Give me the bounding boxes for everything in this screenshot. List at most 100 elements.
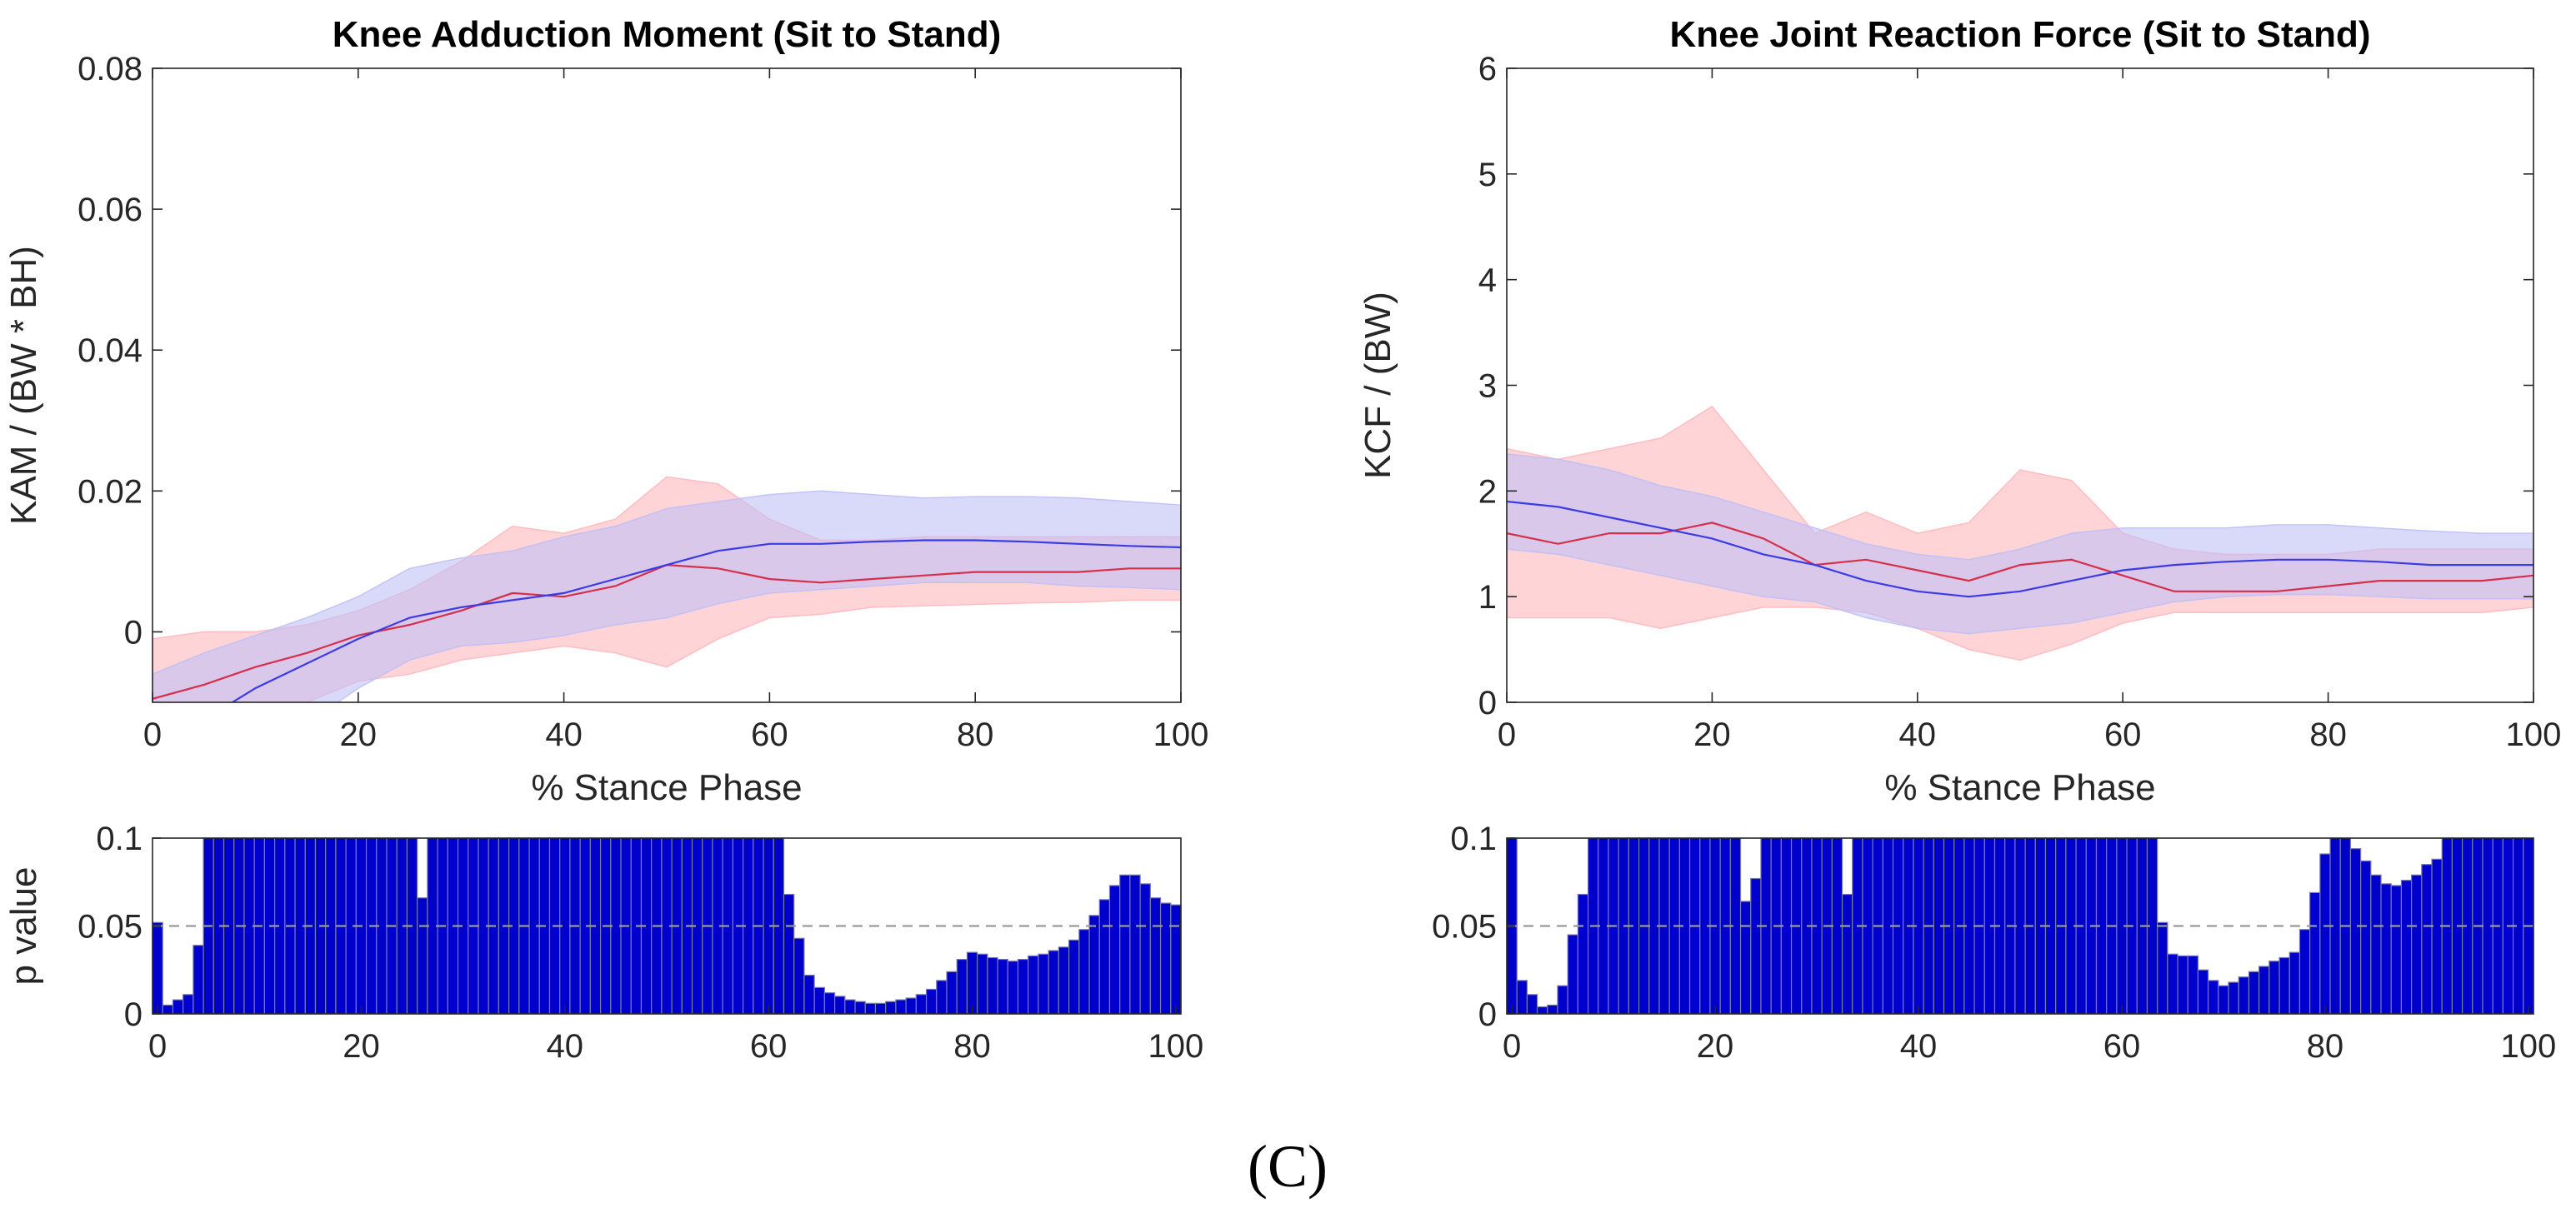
- kcf-p-bar: [2309, 891, 2321, 1015]
- kam-p-bar: [997, 958, 1008, 1015]
- kam-p-bar: [987, 956, 998, 1015]
- kam-p-bar: [193, 945, 204, 1015]
- kcf-ytick-label: 4: [1478, 262, 1497, 299]
- kam-p-bar: [925, 988, 938, 1015]
- kam-title: Knee Adduction Moment (Sit to Stand): [333, 14, 1002, 55]
- kam-p-bar: [1149, 897, 1162, 1015]
- kam-p-bar: [1048, 950, 1059, 1015]
- kam-p-bar: [966, 951, 978, 1015]
- kam-blue-band: [153, 490, 1181, 702]
- kam-ytick-label: 0.04: [78, 332, 143, 369]
- kam-p-bar: [1170, 904, 1182, 1015]
- kam-blue-mean-line: [230, 539, 1181, 702]
- kcf-p-bar: [2187, 955, 2199, 1015]
- kam-xtick-label: 40: [545, 716, 583, 753]
- kam-p-bar: [183, 994, 194, 1015]
- kam-p-bar: [1007, 961, 1019, 1015]
- kcf-p-ytick-label: 0: [1478, 996, 1497, 1033]
- kam-p-bar: [1088, 915, 1100, 1015]
- kam-p-bar: [1159, 902, 1172, 1015]
- kam-p-bar: [844, 999, 856, 1015]
- kam-p-bar: [1038, 953, 1049, 1015]
- kcf-p-bar: [2278, 956, 2290, 1015]
- kam-p-bar: [803, 974, 815, 1015]
- kcf-p-bar: [1739, 901, 1752, 1015]
- kam-ytick-label: 0: [124, 614, 143, 651]
- kam-p-bar: [936, 980, 948, 1015]
- kcf-p-bar: [1547, 1004, 1558, 1015]
- kam-p-bar: [956, 958, 968, 1015]
- kcf-p-bar: [1577, 893, 1589, 1015]
- kam-p-bar: [417, 897, 428, 1015]
- kcf-p-bar: [2431, 858, 2443, 1015]
- kcf-ytick-label: 1: [1478, 579, 1497, 616]
- kcf-xtick-label: 40: [1899, 716, 1937, 753]
- kcf-blue-mean-line: [1507, 500, 2533, 598]
- kam-p-bar: [793, 937, 805, 1015]
- kcf-ylabel: KCF / (BW): [1358, 292, 1398, 479]
- kam-p-bar: [905, 997, 917, 1015]
- kcf-p-bar: [2390, 885, 2403, 1015]
- kam-xtick-label: 80: [957, 716, 994, 753]
- kam-p-bar: [152, 921, 163, 1015]
- kam-p-bar: [1068, 939, 1080, 1015]
- kam-series-group: [153, 476, 1181, 702]
- kcf-ytick-label: 2: [1478, 473, 1497, 510]
- kcf-p-xtick-label: 0: [1503, 1028, 1521, 1065]
- kam-p-bar: [833, 996, 846, 1015]
- kcf-p-bar: [2208, 980, 2219, 1015]
- kcf-p-bar: [2228, 981, 2239, 1015]
- kam-p-ytick-label: 0.05: [78, 909, 143, 946]
- kcf-p-ytick-label: 0.1: [1450, 821, 1497, 857]
- kcf-p-bar: [1841, 893, 1853, 1015]
- kcf-p-bar: [1526, 994, 1538, 1015]
- kcf-p-xtick-label: 80: [2307, 1028, 2344, 1065]
- kcf-red-mean-line: [1507, 522, 2533, 592]
- kam-ylabel: KAM / (BW * BH): [3, 246, 44, 525]
- kcf-ytick-label: 5: [1478, 157, 1497, 193]
- kcf-xtick-label: 100: [2506, 716, 2562, 753]
- kcf-p-bar: [2167, 953, 2178, 1015]
- kam-p-bar: [1028, 955, 1039, 1015]
- kcf-p-bar: [2197, 969, 2209, 1015]
- kcf-p-xtick-label: 100: [2501, 1028, 2557, 1065]
- kcf-blue-band: [1507, 453, 2533, 635]
- kcf-p-bar: [1557, 985, 1568, 1015]
- kam-axes-box: [152, 67, 1182, 703]
- kam-p-bar: [915, 994, 928, 1015]
- kcf-p-bar: [2380, 883, 2392, 1015]
- kam-p-bar: [162, 1004, 174, 1015]
- kam-xtick-label: 0: [143, 716, 162, 753]
- kcf-ytick-label: 6: [1478, 51, 1497, 87]
- kam-p-bar: [864, 1002, 877, 1015]
- kcf-p-ytick-label: 0.05: [1432, 909, 1497, 946]
- kcf-p-bar: [2421, 864, 2433, 1015]
- kam-p-xtick-label: 0: [148, 1028, 167, 1065]
- kcf-p-bar: [2400, 880, 2413, 1015]
- kam-p-ytick-label: 0: [124, 996, 143, 1033]
- kam-xtick-label: 100: [1153, 716, 1209, 753]
- kcf-p-bar: [2258, 966, 2270, 1015]
- kcf-p-xtick-label: 20: [1697, 1028, 1734, 1065]
- kam-p-ytick-label: 0.1: [96, 821, 143, 857]
- kam-p-bar: [1129, 874, 1141, 1015]
- kcf-series-group: [1507, 405, 2533, 661]
- kcf-p-bar: [1750, 877, 1762, 1015]
- kcf-p-bar: [1536, 1006, 1548, 1015]
- kcf-title: Knee Joint Reaction Force (Sit to Stand): [1670, 14, 2371, 55]
- kam-p-xtick-label: 80: [953, 1028, 991, 1065]
- kcf-p-bar: [2360, 860, 2372, 1015]
- kam-xtick-label: 60: [751, 716, 788, 753]
- kcf-p-bar: [2157, 921, 2168, 1015]
- kam-p-bar: [874, 1002, 887, 1015]
- kcf-xtick-label: 80: [2309, 716, 2347, 753]
- kam-ytick-label: 0.02: [78, 473, 143, 510]
- kam-p-ylabel: p value: [3, 867, 44, 986]
- kam-p-xtick-label: 60: [750, 1028, 788, 1065]
- kam-p-bar: [1098, 899, 1111, 1015]
- kam-p-xtick-label: 100: [1148, 1028, 1204, 1065]
- kcf-xtick-label: 0: [1498, 716, 1516, 753]
- kam-p-xtick-label: 20: [343, 1028, 380, 1065]
- kcf-xtick-label: 60: [2104, 716, 2142, 753]
